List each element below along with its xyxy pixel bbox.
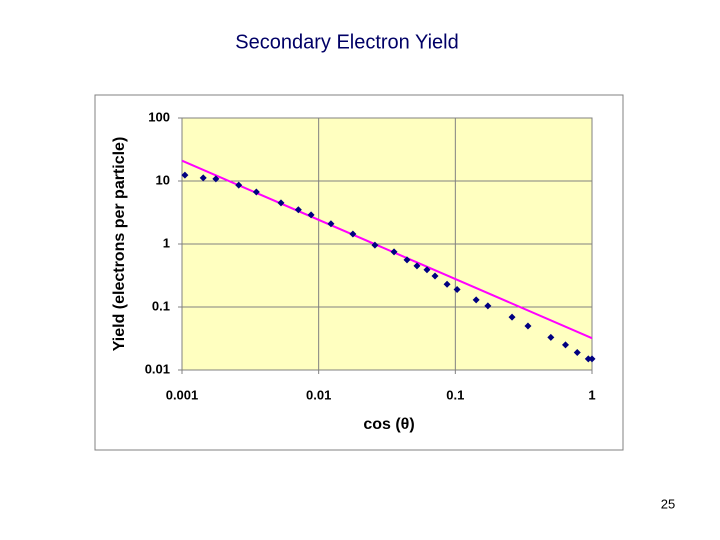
- fit-line: [181, 159, 593, 340]
- data-point: [562, 341, 570, 349]
- x-tick-label: 0.01: [306, 387, 331, 402]
- data-point: [349, 230, 357, 238]
- data-point: [423, 266, 431, 274]
- data-point: [588, 355, 596, 363]
- data-point: [484, 302, 492, 310]
- data-point: [181, 171, 189, 179]
- data-point: [327, 220, 335, 228]
- y-tick-label: 100: [148, 109, 170, 124]
- chart-title: Secondary Electron Yield: [235, 31, 458, 53]
- data-point: [212, 175, 220, 183]
- data-point: [584, 355, 592, 363]
- data-point: [307, 211, 315, 219]
- data-point: [294, 206, 302, 214]
- x-tick-label: 0.001: [166, 387, 199, 402]
- data-point: [371, 241, 379, 249]
- data-point: [413, 262, 421, 270]
- y-tick-label: 10: [156, 172, 170, 187]
- x-tick-label: 0.1: [446, 387, 464, 402]
- data-point: [277, 199, 285, 207]
- data-point: [199, 174, 207, 182]
- data-point: [252, 188, 260, 196]
- data-point: [235, 181, 243, 189]
- data-point: [508, 313, 516, 321]
- data-point: [453, 285, 461, 293]
- data-point: [431, 272, 439, 280]
- y-axis-title: Yield (electrons per particle): [111, 137, 128, 352]
- data-point: [573, 348, 581, 356]
- y-tick-label: 0.1: [152, 298, 170, 313]
- x-axis-title: cos (θ): [363, 416, 414, 433]
- grid: [181, 117, 593, 371]
- data-point: [443, 280, 451, 288]
- data-point: [524, 322, 532, 330]
- x-tick-label: 1: [588, 387, 595, 402]
- data-point: [403, 256, 411, 264]
- marks: [181, 159, 596, 363]
- data-point: [390, 248, 398, 256]
- y-tick-label: 0.01: [145, 361, 170, 376]
- data-point: [547, 333, 555, 341]
- slide-number: 25: [661, 496, 675, 511]
- data-point: [472, 296, 480, 304]
- y-tick-label: 1: [163, 235, 170, 250]
